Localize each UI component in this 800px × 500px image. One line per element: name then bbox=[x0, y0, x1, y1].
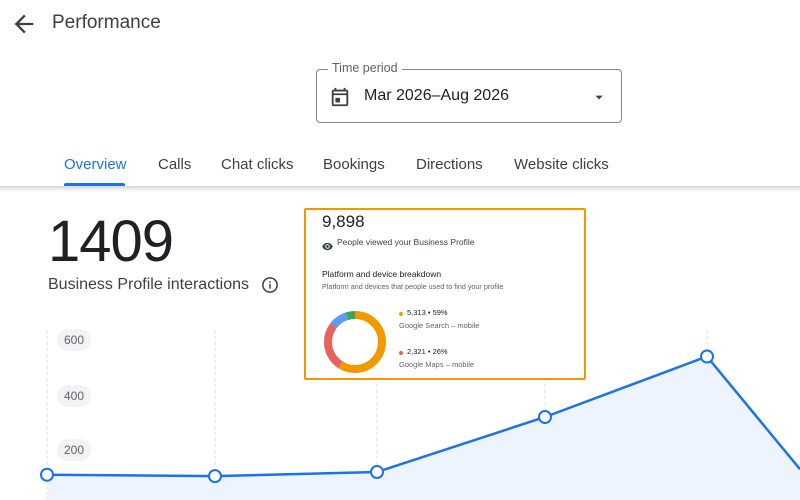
interactions-count: 1409 bbox=[48, 209, 174, 274]
chart-point[interactable] bbox=[538, 410, 552, 424]
arrow-back-icon[interactable] bbox=[10, 10, 38, 38]
chart-point[interactable] bbox=[700, 349, 714, 364]
chart-point[interactable] bbox=[40, 467, 54, 482]
interactions-label: Business Profile interactions bbox=[48, 276, 249, 293]
donut-slice bbox=[324, 311, 386, 373]
header-divider bbox=[0, 186, 800, 192]
active-tab-indicator bbox=[64, 183, 125, 186]
chart-line bbox=[46, 355, 800, 478]
legend-name-maps: Google Maps – mobile bbox=[399, 360, 475, 369]
chart-point[interactable] bbox=[208, 469, 222, 484]
legend-value-maps: 2,321 • 26% bbox=[407, 347, 448, 356]
calendar-icon bbox=[329, 86, 351, 108]
y-tick-200: 200 bbox=[57, 439, 91, 461]
profile-views-count: 9,898 bbox=[322, 212, 365, 231]
legend-value-search: 5,313 • 59% bbox=[407, 308, 448, 317]
legend-name-search: Google Search – mobile bbox=[399, 321, 480, 330]
platform-donut-chart bbox=[324, 311, 386, 373]
tab-directions[interactable]: Directions bbox=[416, 156, 483, 173]
tab-overview[interactable]: Overview bbox=[64, 156, 127, 173]
time-period-select[interactable]: Time period Mar 2026–Aug 2026 bbox=[316, 61, 622, 123]
y-tick-400: 400 bbox=[57, 385, 91, 407]
time-period-value: Mar 2026–Aug 2026 bbox=[364, 87, 509, 104]
arrow-drop-down-icon[interactable] bbox=[591, 89, 607, 105]
legend-dot-maps bbox=[399, 351, 403, 355]
tab-bookings[interactable]: Bookings bbox=[323, 156, 385, 173]
tab-website-clicks[interactable]: Website clicks bbox=[514, 156, 609, 173]
donut-slice bbox=[324, 311, 386, 373]
tab-chat-clicks[interactable]: Chat clicks bbox=[221, 156, 294, 173]
info-icon[interactable] bbox=[261, 276, 279, 294]
breakdown-title: Platform and device breakdown bbox=[322, 269, 442, 279]
chart-point[interactable] bbox=[370, 465, 384, 479]
breakdown-subtitle: Platform and devices that people used to… bbox=[322, 282, 504, 291]
eye-icon bbox=[322, 238, 333, 251]
y-tick-600: 600 bbox=[57, 329, 91, 351]
profile-views-card: 9,898 People viewed your Business Profil… bbox=[304, 208, 586, 380]
tab-calls[interactable]: Calls bbox=[158, 156, 192, 173]
profile-views-label: People viewed your Business Profile bbox=[337, 237, 475, 247]
legend-dot-search bbox=[399, 312, 403, 316]
time-period-label: Time period bbox=[328, 61, 402, 75]
page-title: Performance bbox=[52, 12, 161, 33]
